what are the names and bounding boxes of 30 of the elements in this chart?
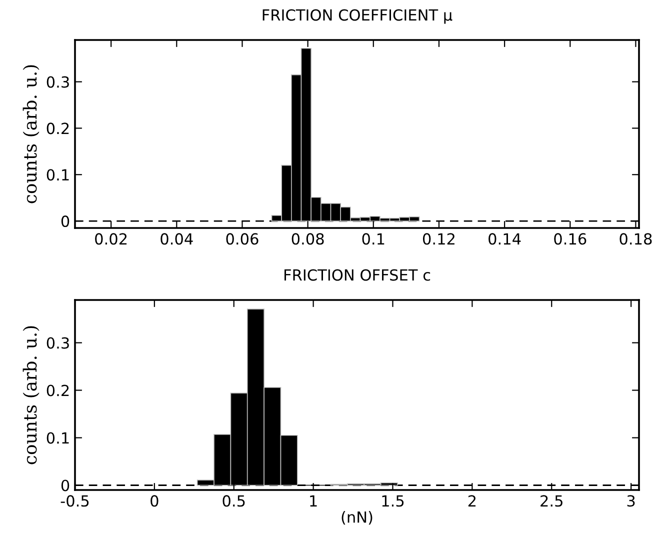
x-tick-label: 1 <box>310 495 317 506</box>
x-tick-label: 0.5 <box>222 495 245 507</box>
x-tick-label: 3 <box>627 495 635 507</box>
x-tick-label: 0.02 <box>95 233 127 245</box>
y-tick-label: 0 <box>61 216 70 228</box>
x-tick-label: 0 <box>150 495 158 507</box>
y-axis-title: counts (arb. u.) <box>22 326 40 464</box>
chart-title: FRICTION COEFFICIENT μ <box>262 9 452 24</box>
x-tick-label: 1.5 <box>382 495 404 507</box>
y-tick-label: 0.1 <box>46 432 69 444</box>
y-axis-title: counts (arb. u.) <box>22 65 40 204</box>
y-tick-label: 0.3 <box>46 337 69 349</box>
x-tick-label: 0.06 <box>226 233 258 245</box>
x-tick-label: 0.14 <box>488 233 521 245</box>
x-tick-label: 2 <box>468 495 476 506</box>
y-tick-label: 0.3 <box>46 76 69 88</box>
x-tick-label: 0.08 <box>292 233 324 245</box>
y-tick-label: 0.2 <box>46 384 69 396</box>
x-tick-label: 0.18 <box>620 233 652 245</box>
x-tick-label: 0.16 <box>554 233 586 245</box>
x-tick-label: 2.5 <box>540 495 562 507</box>
x-tick-label: 0.1 <box>362 233 384 245</box>
y-tick-label: 0.1 <box>46 169 69 181</box>
x-tick-label: 0.12 <box>422 233 454 245</box>
y-tick-label: 0.2 <box>46 122 69 134</box>
x-axis-title: (nN) <box>342 511 372 525</box>
x-tick-label: -0.5 <box>60 495 89 507</box>
chart-title: FRICTION OFFSET c <box>284 269 430 281</box>
y-tick-label: 0 <box>61 480 70 492</box>
x-tick-label: 0.04 <box>160 233 193 245</box>
